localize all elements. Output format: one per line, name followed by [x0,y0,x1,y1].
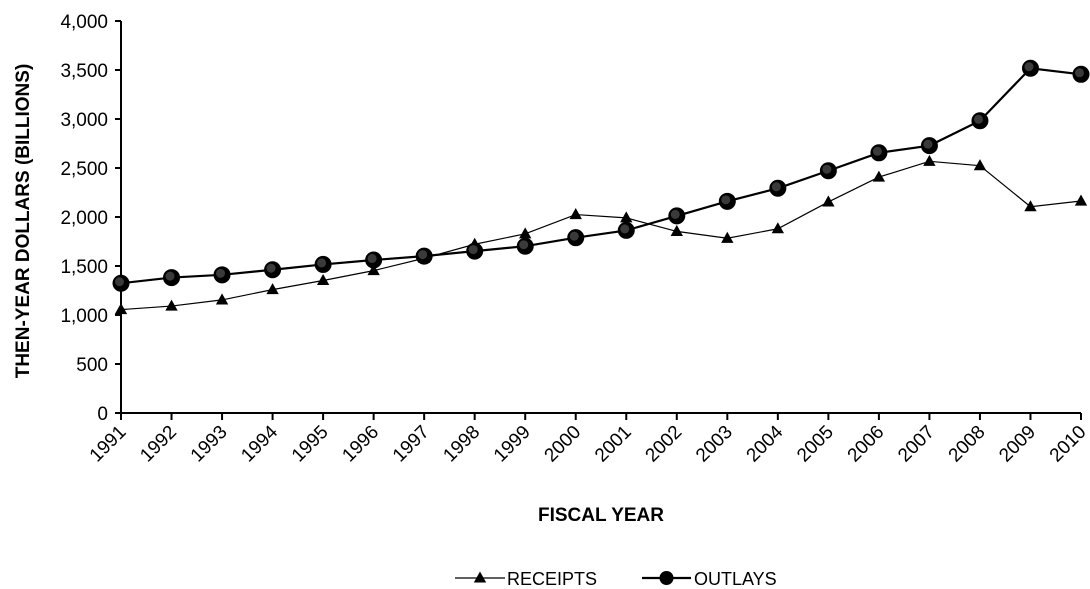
outlays-point-highlight [670,209,680,219]
y-tick-label: 2,500 [60,159,108,180]
x-tick-label: 1999 [490,422,535,467]
outlays-point-highlight [973,114,983,124]
outlays-point-highlight [266,263,276,273]
x-axis-title: FISCAL YEAR [538,505,664,526]
receipts-point [519,227,532,239]
y-tick-label: 2,000 [60,208,108,229]
outlays-point-highlight [771,182,781,192]
outlays-point-highlight [721,195,731,205]
receipts-point [316,274,330,286]
plot-area: 0 500 1,000 1,500 2,000 2,500 3,000 3,500 4,000 1… [60,12,1090,466]
outlays-point-highlight [569,231,579,241]
receipts-point [872,170,886,182]
x-tick-label: 1993 [187,422,232,467]
receipts-point [620,211,633,223]
outlays-point-highlight [115,277,124,287]
receipts-point [670,224,683,236]
x-tick-label: 2003 [692,422,737,467]
receipts-line [120,160,1082,311]
x-tick-label: 2007 [894,422,939,467]
outlays-line [120,67,1082,285]
outlays-point-highlight [317,258,327,268]
legend-marker-triangle [473,571,487,583]
x-tick-label: 2006 [844,422,889,467]
receipts-point [266,283,279,295]
outlays-point-highlight [216,268,226,278]
receipts-point [822,195,835,207]
outlays-point-highlight [872,146,882,156]
legend-label: RECEIPTS [507,569,597,589]
outlays-point-highlight [165,271,175,281]
x-tick-label: 1991 [86,422,131,467]
outlays-point-highlight [367,254,377,264]
outlays-point-highlight [923,139,933,149]
outlays-point-highlight [519,240,529,250]
x-tick-label: 1997 [389,422,434,467]
x-tick-label: 1994 [237,421,282,466]
x-tick-label: 1992 [136,422,181,467]
receipts-point [1074,194,1088,206]
receipts-point [215,293,229,305]
x-tick-label: 2000 [541,422,586,467]
legend-label: OUTLAYS [694,569,777,589]
receipts-point [973,159,987,171]
outlays-point-highlight [1075,68,1084,78]
receipts-point [923,154,936,166]
receipts-point [721,231,734,243]
x-tick-label: 2009 [995,422,1040,467]
y-tick-label: 1,000 [60,306,108,327]
y-tick-label: 3,000 [60,110,108,131]
outlays-point-highlight [620,224,630,234]
x-tick-label: 1995 [288,422,333,467]
receipts-point [569,208,582,220]
x-tick-label: 2010 [1046,422,1090,467]
y-tick-label: 3,500 [60,61,108,82]
y-tick-label: 0 [97,404,108,425]
y-tick-label: 1,500 [60,257,108,278]
x-tick-label: 1998 [439,422,484,467]
outlays-point-highlight [822,164,832,174]
outlays-point-highlight [468,245,478,255]
y-axis-title: THEN-YEAR DOLLARS (BILLIONS) [13,64,34,379]
outlays-point-highlight [1024,62,1034,72]
y-tick-label: 500 [76,355,108,376]
receipts-point [1024,200,1037,212]
x-tick-label: 2005 [793,422,838,467]
legend-marker-circle [659,571,674,585]
receipts-point [114,303,128,315]
legend: RECEIPTS OUTLAYS [455,569,777,589]
x-tick-label: 1996 [338,422,383,467]
x-tick-label: 2002 [642,422,687,467]
x-tick-label: 2008 [945,422,990,467]
receipts-point [367,264,380,276]
receipts-point [165,299,178,311]
x-tick-label: 2004 [743,421,788,466]
receipts-point [771,222,785,234]
outlays-point-highlight [418,250,428,260]
x-tick-label: 2001 [591,422,636,467]
y-tick-label: 4,000 [60,12,108,33]
